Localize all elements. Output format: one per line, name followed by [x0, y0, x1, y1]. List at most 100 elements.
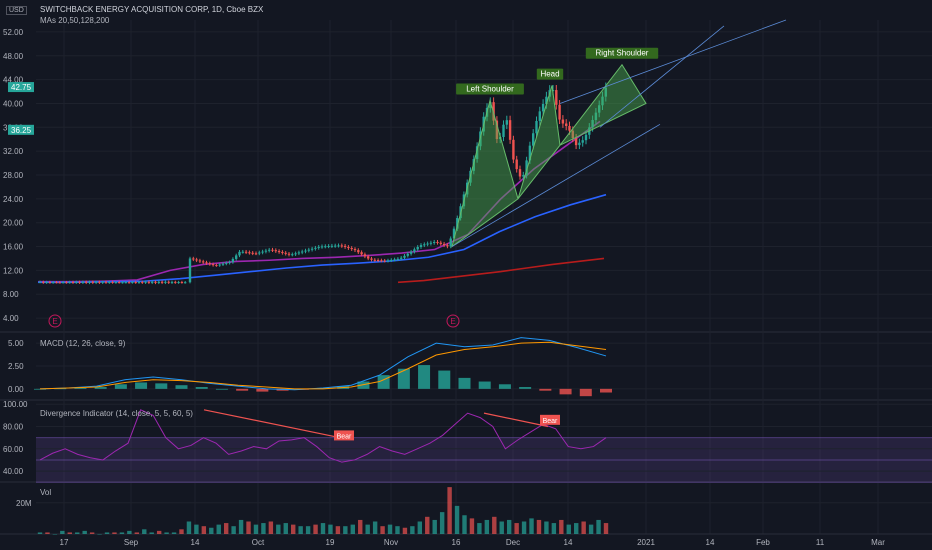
price-tick-label: 12.00	[3, 266, 24, 275]
candle-body	[334, 245, 337, 247]
candle-body	[601, 96, 604, 106]
bear-label-box	[540, 414, 560, 425]
candle-body	[380, 260, 383, 262]
candle-body	[452, 228, 456, 239]
candle-body	[390, 259, 393, 261]
candle-body	[343, 245, 347, 247]
ma20-line	[38, 120, 601, 283]
candle-body	[174, 281, 177, 283]
price-tick-label: 32.00	[3, 147, 24, 156]
volume-bar	[588, 524, 594, 534]
candle-body	[238, 251, 241, 256]
candle-body	[151, 281, 154, 283]
volume-bar	[97, 534, 102, 535]
volume-bar	[425, 516, 430, 534]
volume-legend[interactable]: Vol	[40, 488, 52, 497]
macd-legend[interactable]: MACD (12, 26, close, 9)	[40, 339, 126, 348]
candle-body	[154, 281, 157, 283]
candle-body	[124, 282, 127, 284]
candle-body	[277, 251, 281, 253]
candle-body	[205, 262, 208, 264]
divergence-legend[interactable]: Divergence Indicator (14, close, 5, 5, 6…	[40, 409, 193, 418]
candle-body	[81, 281, 85, 283]
x-tick-label: Mar	[871, 538, 885, 547]
volume-bar	[432, 519, 437, 534]
candle-body	[472, 159, 475, 171]
volume-bar	[305, 526, 311, 534]
x-tick-label: Nov	[384, 538, 398, 547]
candle-body	[254, 253, 258, 255]
volume-tick-label: 20M	[16, 499, 32, 508]
volume-bar	[231, 526, 236, 534]
candle-body	[541, 103, 545, 112]
x-tick-label: Dec	[506, 538, 520, 547]
volume-bar	[268, 521, 274, 534]
candle-body	[337, 245, 340, 247]
volume-bar	[149, 532, 154, 534]
candle-body	[101, 281, 104, 283]
candle-body	[114, 282, 118, 284]
bear-label: Bear	[543, 418, 558, 425]
volume-bar	[291, 524, 296, 534]
candle-body	[202, 261, 205, 263]
candle-body	[61, 282, 65, 284]
price-tick-label: 24.00	[3, 195, 24, 204]
candle-body	[386, 260, 390, 262]
macd-histogram-bar	[438, 370, 451, 389]
candle-body	[419, 245, 423, 247]
candle-body	[505, 120, 508, 125]
macd-histogram-bar	[175, 385, 188, 389]
volume-bar	[514, 523, 519, 534]
macd-histogram-bar	[357, 381, 370, 389]
volume-bar	[201, 526, 207, 534]
volume-bar	[350, 524, 355, 534]
candle-body	[42, 281, 45, 283]
candle-body	[357, 250, 360, 253]
candle-body	[370, 258, 373, 260]
candle-body	[91, 281, 94, 283]
candle-body	[52, 282, 55, 284]
bear-label: Bear	[337, 433, 352, 440]
candle-body	[104, 281, 108, 283]
candle-body	[98, 281, 101, 283]
candle-body	[367, 256, 370, 259]
signal-line	[39, 341, 607, 390]
candle-body	[416, 246, 419, 250]
volume-bar	[358, 519, 363, 534]
macd-histogram-bar	[256, 388, 269, 392]
candle-body	[304, 250, 307, 252]
candle-body	[78, 281, 81, 283]
currency-badge[interactable]: USD	[6, 6, 27, 15]
candle-body	[330, 245, 334, 247]
candle-body	[561, 119, 565, 124]
volume-bar	[67, 532, 72, 534]
macd-histogram-bar	[236, 388, 249, 391]
candle-body	[294, 253, 297, 255]
volume-bar	[447, 487, 452, 534]
volume-bar	[320, 523, 326, 534]
macd-tick-label: 0.00	[8, 385, 24, 394]
volume-bar	[402, 527, 408, 534]
bear-label-box	[334, 430, 354, 441]
candle-body	[147, 281, 151, 283]
volume-bar	[387, 524, 393, 534]
volume-bar	[156, 530, 162, 534]
candle-body	[360, 252, 363, 255]
candle-body	[241, 251, 244, 253]
candle-body	[598, 105, 601, 113]
volume-bar	[194, 524, 199, 534]
candle-body	[409, 251, 413, 254]
candle-body	[111, 281, 114, 283]
pattern-label: Left Shoulder	[466, 84, 514, 93]
ma-legend[interactable]: MAs 20,50,128,200	[40, 16, 110, 25]
macd-histogram-bar	[215, 388, 228, 390]
volume-bar	[410, 526, 415, 534]
candle-body	[38, 281, 42, 283]
candle-body	[442, 243, 446, 246]
volume-bar	[469, 518, 475, 534]
candle-body	[221, 263, 225, 265]
candle-body	[68, 281, 71, 283]
volume-bar	[365, 524, 370, 534]
volume-bar	[142, 529, 147, 534]
x-tick-label: 17	[60, 538, 69, 547]
